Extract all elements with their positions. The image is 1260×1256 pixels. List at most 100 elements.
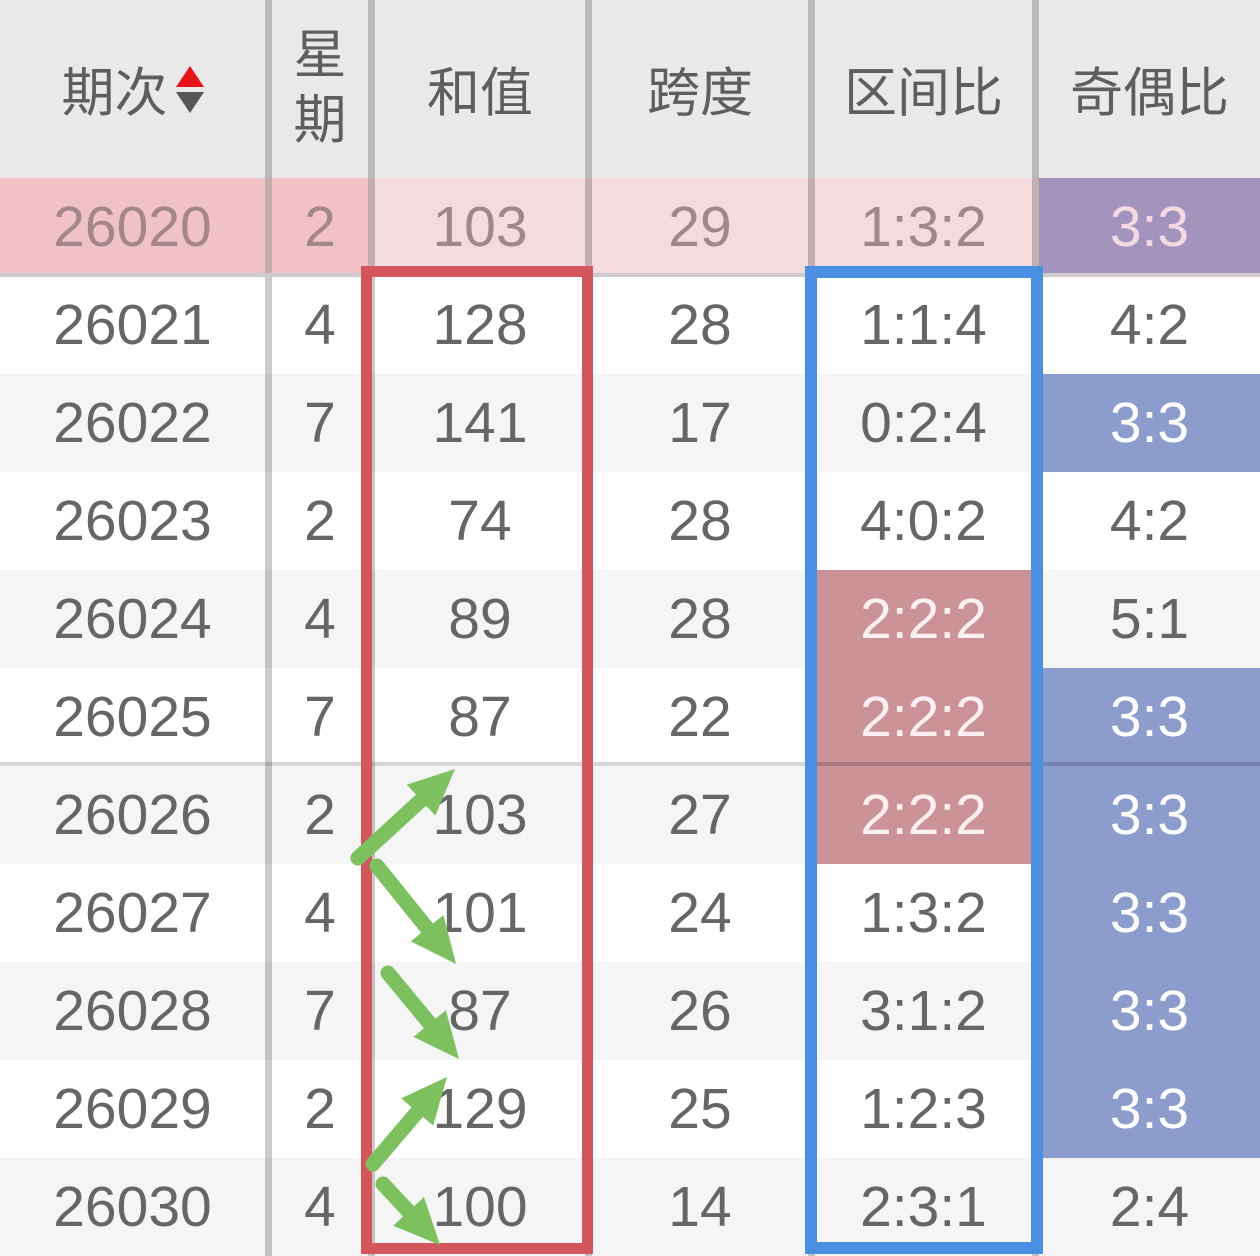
cell-week: 2 bbox=[304, 1077, 336, 1141]
cell-parity: 3:3 bbox=[1039, 766, 1260, 864]
cell-week: 4 bbox=[304, 293, 336, 357]
cell-zone: 2:2:2 bbox=[815, 766, 1032, 864]
cell-week: 7 bbox=[304, 685, 336, 749]
column-separator bbox=[368, 276, 375, 374]
cell-parity: 4:2 bbox=[1109, 489, 1190, 553]
cell-zone: 2:2:2 bbox=[815, 668, 1032, 766]
cell-span: 27 bbox=[668, 783, 732, 847]
column-separator bbox=[1032, 668, 1039, 766]
cell-parity: 3:3 bbox=[1039, 178, 1260, 276]
cell-period: 26025 bbox=[53, 685, 212, 749]
column-separator bbox=[585, 374, 592, 472]
cell-period: 26027 bbox=[53, 881, 212, 945]
column-separator bbox=[585, 864, 592, 962]
sort-down-icon bbox=[175, 91, 204, 113]
cell-zone: 2:2:2 bbox=[815, 570, 1032, 668]
column-separator bbox=[1032, 962, 1039, 1060]
cell-week: 7 bbox=[304, 391, 336, 455]
column-separator bbox=[1032, 276, 1039, 374]
cell-week: 4 bbox=[304, 881, 336, 945]
table-header-row: 期次 星期 和值 跨度 区间比 奇偶比 bbox=[0, 0, 1260, 178]
cell-span: 25 bbox=[668, 1077, 732, 1141]
cell-parity: 5:1 bbox=[1109, 587, 1190, 651]
cell-sum: 74 bbox=[448, 489, 512, 553]
column-separator bbox=[265, 472, 272, 570]
sort-asc-desc-icon[interactable] bbox=[175, 65, 204, 113]
column-separator bbox=[368, 1060, 375, 1158]
column-separator bbox=[585, 962, 592, 1060]
column-separator bbox=[585, 766, 592, 864]
header-week-label: 星期 bbox=[293, 26, 347, 150]
table-row: 26023 2 74 28 4:0:2 4:2 bbox=[0, 472, 1260, 570]
column-separator bbox=[265, 962, 272, 1060]
cell-sum: 87 bbox=[448, 979, 512, 1043]
cell-parity: 3:3 bbox=[1039, 374, 1260, 472]
cell-zone: 1:1:4 bbox=[860, 293, 987, 357]
cell-parity: 2:4 bbox=[1109, 1175, 1190, 1239]
table-row: 26025 7 87 22 2:2:2 3:3 bbox=[0, 668, 1260, 766]
column-separator bbox=[808, 864, 815, 962]
table-body: 26020 2 103 29 1:3:2 3:3 26021 4 128 28 … bbox=[0, 178, 1260, 1256]
header-period[interactable]: 期次 bbox=[0, 0, 265, 178]
cell-zone: 4:0:2 bbox=[860, 489, 987, 553]
column-separator bbox=[265, 864, 272, 962]
column-separator bbox=[265, 276, 272, 374]
column-separator bbox=[585, 668, 592, 766]
column-separator bbox=[265, 570, 272, 668]
table-row: 26021 4 128 28 1:1:4 4:2 bbox=[0, 276, 1260, 374]
column-separator bbox=[808, 1060, 815, 1158]
cell-parity: 4:2 bbox=[1109, 293, 1190, 357]
cell-span: 24 bbox=[668, 881, 732, 945]
column-separator bbox=[585, 570, 592, 668]
cell-span: 17 bbox=[668, 391, 732, 455]
cell-span: 28 bbox=[668, 489, 732, 553]
table-row: 26030 4 100 14 2:3:1 2:4 bbox=[0, 1158, 1260, 1256]
cell-sum: 103 bbox=[432, 195, 528, 259]
column-separator bbox=[808, 668, 815, 766]
cell-parity: 3:3 bbox=[1039, 962, 1260, 1060]
cell-zone: 1:3:2 bbox=[860, 881, 987, 945]
column-separator bbox=[368, 962, 375, 1060]
cell-week: 2 bbox=[272, 178, 368, 276]
column-separator bbox=[368, 570, 375, 668]
cell-span: 28 bbox=[668, 587, 732, 651]
column-separator bbox=[368, 178, 375, 276]
cell-zone: 1:3:2 bbox=[860, 195, 987, 259]
cell-period: 26024 bbox=[53, 587, 212, 651]
header-span: 跨度 bbox=[647, 64, 753, 123]
column-separator bbox=[265, 178, 272, 276]
column-separator bbox=[1032, 864, 1039, 962]
column-separator bbox=[808, 472, 815, 570]
column-separator bbox=[808, 962, 815, 1060]
column-separator bbox=[1032, 472, 1039, 570]
cell-week: 4 bbox=[304, 1175, 336, 1239]
cell-period: 26028 bbox=[53, 979, 212, 1043]
cell-sum: 128 bbox=[432, 293, 528, 357]
cell-period: 26023 bbox=[53, 489, 212, 553]
cell-sum: 100 bbox=[432, 1175, 528, 1239]
column-separator bbox=[585, 1060, 592, 1158]
cell-period: 26020 bbox=[0, 178, 265, 276]
table-row: 26020 2 103 29 1:3:2 3:3 bbox=[0, 178, 1260, 276]
cell-period: 26026 bbox=[53, 783, 212, 847]
cell-sum: 141 bbox=[432, 391, 528, 455]
cell-period: 26030 bbox=[53, 1175, 212, 1239]
cell-zone: 0:2:4 bbox=[860, 391, 987, 455]
header-week: 星期 bbox=[272, 0, 368, 178]
cell-parity: 3:3 bbox=[1039, 864, 1260, 962]
table-row: 26029 2 129 25 1:2:3 3:3 bbox=[0, 1060, 1260, 1158]
cell-sum: 101 bbox=[432, 881, 528, 945]
cell-sum: 87 bbox=[448, 685, 512, 749]
column-separator bbox=[808, 374, 815, 472]
table-row: 26024 4 89 28 2:2:2 5:1 bbox=[0, 570, 1260, 668]
column-separator bbox=[1032, 374, 1039, 472]
column-separator bbox=[368, 0, 375, 178]
cell-sum: 103 bbox=[432, 783, 528, 847]
column-separator bbox=[265, 766, 272, 864]
column-separator bbox=[368, 472, 375, 570]
cell-sum: 129 bbox=[432, 1077, 528, 1141]
column-separator bbox=[265, 668, 272, 766]
table-row: 26022 7 141 17 0:2:4 3:3 bbox=[0, 374, 1260, 472]
column-separator bbox=[585, 0, 592, 178]
